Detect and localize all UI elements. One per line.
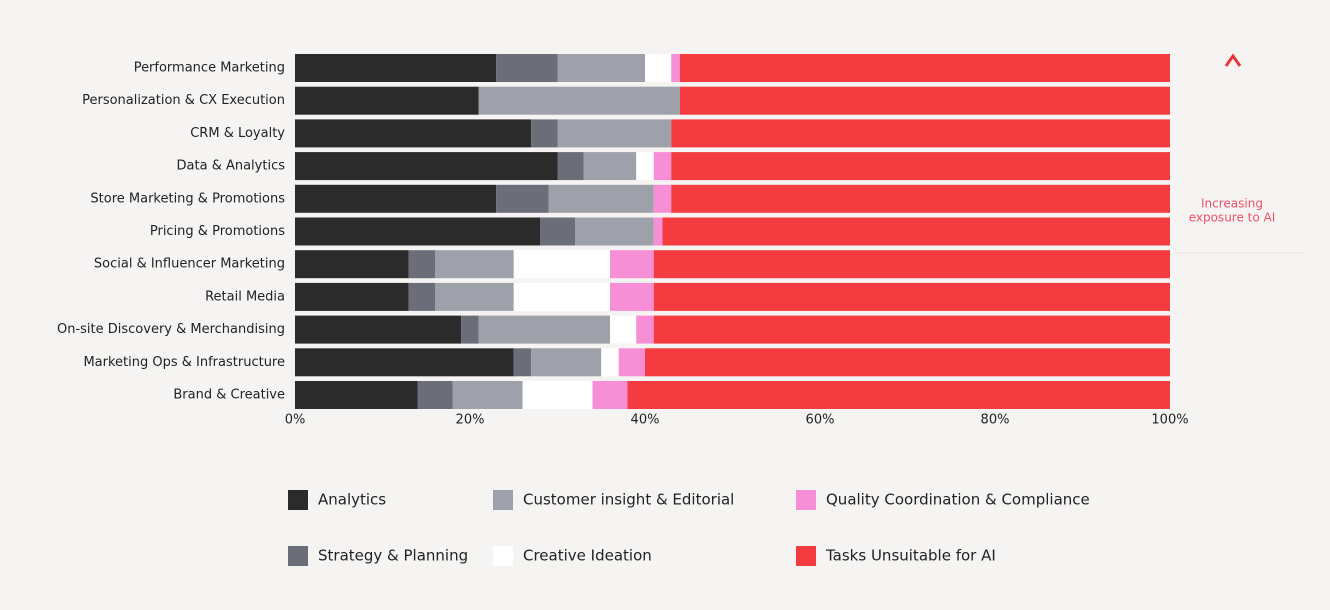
bar-segment [513, 282, 610, 311]
bar-segment [417, 381, 453, 409]
legend-label: Quality Coordination & Compliance [826, 491, 1090, 509]
bar-segment [435, 250, 514, 279]
y-tick-label: CRM & Loyalty [190, 126, 285, 141]
annotation: exposure to AI [1189, 211, 1276, 225]
y-tick-label: Personalization & CX Execution [82, 93, 285, 108]
bar-segment [522, 381, 593, 409]
bar-segment [671, 119, 1170, 148]
bar-segment [680, 54, 1170, 82]
annotation: Increasing [1201, 197, 1263, 211]
bar-segment [295, 217, 540, 246]
bar-segment [295, 348, 514, 377]
bar-segment [636, 315, 654, 344]
bar-segment [592, 381, 628, 409]
bar-segment [435, 282, 514, 311]
y-tick-label: Store Marketing & Promotions [90, 191, 285, 206]
legend-label: Creative Ideation [523, 547, 652, 565]
bar-segment [531, 119, 558, 148]
y-tick-label: Pricing & Promotions [150, 224, 285, 239]
bar-segment [645, 54, 672, 82]
bar-segment [295, 315, 462, 344]
legend-swatch [493, 546, 513, 566]
bar-segment [662, 217, 1170, 246]
bar-segment [671, 184, 1170, 213]
legend-label: Strategy & Planning [318, 547, 468, 565]
bar-segment [496, 54, 558, 82]
bar-segment [478, 315, 610, 344]
y-tick-label: On-site Discovery & Merchandising [57, 322, 285, 337]
bar-segment [583, 152, 637, 181]
bar-segment [645, 348, 1170, 377]
legend-swatch [288, 546, 308, 566]
bar-segment [636, 152, 654, 181]
legend-swatch [796, 546, 816, 566]
bar-segment [295, 54, 497, 82]
bar-segment [408, 250, 435, 279]
bar-segment [408, 282, 435, 311]
legend-swatch [796, 490, 816, 510]
legend-swatch [288, 490, 308, 510]
bar-segment [653, 184, 672, 213]
bar-segment [295, 184, 497, 213]
bar-segment [295, 86, 479, 115]
bar-segment [653, 250, 1170, 279]
bar-segment [513, 250, 610, 279]
x-tick-label: 100% [1151, 413, 1188, 428]
x-tick-label: 20% [456, 413, 485, 428]
x-tick-label: 80% [981, 413, 1010, 428]
bar-segment [610, 250, 654, 279]
x-tick-label: 60% [806, 413, 835, 428]
bar-segment [557, 119, 672, 148]
bar-segment [671, 152, 1170, 181]
bar-segment [680, 86, 1170, 115]
bar-segment [295, 152, 558, 181]
bar-segment [295, 250, 409, 279]
bar-segment [671, 54, 680, 82]
bar-segment [610, 282, 654, 311]
bar-segment [653, 152, 672, 181]
legend-label: Customer insight & Editorial [523, 491, 734, 509]
x-tick-label: 0% [285, 413, 306, 428]
legend-label: Analytics [318, 491, 386, 509]
bar-segment [653, 315, 1170, 344]
bar-segment [548, 184, 654, 213]
bar-segment [478, 86, 680, 115]
bar-segment [295, 282, 409, 311]
bar-segment [653, 217, 663, 246]
bar-segment [295, 119, 532, 148]
bar-segment [575, 217, 654, 246]
y-tick-label: Retail Media [205, 289, 285, 304]
y-tick-label: Brand & Creative [173, 388, 285, 403]
bar-segment [513, 348, 532, 377]
y-tick-label: Performance Marketing [134, 61, 285, 76]
bar-segment [557, 54, 645, 82]
bar-segment [531, 348, 602, 377]
bar-segment [618, 348, 645, 377]
bar-segment [653, 282, 1170, 311]
bar-segment [295, 381, 418, 409]
bar-segment [610, 315, 637, 344]
bar-segment [601, 348, 619, 377]
bar-segment [557, 152, 584, 181]
y-tick-label: Data & Analytics [177, 159, 286, 174]
bar-segment [627, 381, 1170, 409]
bar-segment [496, 184, 549, 213]
bar-segment [540, 217, 575, 246]
bar-segment [461, 315, 479, 344]
y-tick-label: Marketing Ops & Infrastructure [83, 355, 285, 370]
x-tick-label: 40% [631, 413, 660, 428]
legend-label: Tasks Unsuitable for AI [825, 547, 996, 565]
bar-segment [452, 381, 523, 409]
arrow-head [1224, 53, 1242, 67]
y-tick-label: Social & Influencer Marketing [94, 257, 285, 272]
legend-swatch [493, 490, 513, 510]
